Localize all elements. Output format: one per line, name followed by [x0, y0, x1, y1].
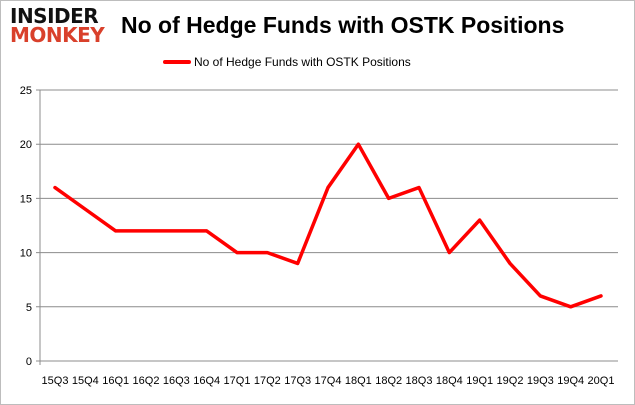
legend: No of Hedge Funds with OSTK Positions	[163, 55, 411, 69]
x-tick-label: 16Q4	[193, 375, 220, 387]
x-tick-label: 15Q3	[42, 375, 69, 387]
y-tick-label: 15	[20, 193, 32, 205]
series-line	[53, 142, 603, 309]
x-tick-label: 19Q3	[527, 375, 554, 387]
x-tick-label: 17Q1	[224, 375, 251, 387]
x-tick-label: 18Q3	[406, 375, 433, 387]
chart-title: No of Hedge Funds with OSTK Positions	[121, 12, 565, 38]
x-tick-label: 16Q2	[133, 375, 160, 387]
logo-line2: MONKEY	[10, 23, 105, 47]
x-tick-label: 18Q1	[345, 375, 372, 387]
y-tick-label: 20	[20, 139, 32, 151]
x-tick-label: 17Q4	[315, 375, 342, 387]
x-tick-label: 18Q4	[436, 375, 463, 387]
x-tick-label: 17Q2	[254, 375, 281, 387]
y-tick-label: 5	[26, 302, 32, 314]
x-tick-label: 17Q3	[284, 375, 311, 387]
y-tick-label: 10	[20, 248, 32, 260]
x-tick-label: 19Q2	[497, 375, 524, 387]
legend-swatch	[163, 60, 191, 64]
x-tick-label: 20Q1	[588, 375, 615, 387]
legend-label: No of Hedge Funds with OSTK Positions	[194, 55, 411, 69]
x-tick-label: 19Q1	[466, 375, 493, 387]
x-tick-label: 19Q4	[557, 375, 584, 387]
insider-monkey-logo: INSIDER MONKEY	[10, 4, 105, 47]
x-tick-label: 15Q4	[72, 375, 99, 387]
x-tick-label: 18Q2	[375, 375, 402, 387]
logo-line1: INSIDER	[10, 4, 99, 28]
y-tick-label: 0	[26, 356, 32, 368]
x-tick-label: 16Q1	[102, 375, 129, 387]
y-tick-label: 25	[20, 85, 32, 97]
x-tick-label: 16Q3	[163, 375, 190, 387]
